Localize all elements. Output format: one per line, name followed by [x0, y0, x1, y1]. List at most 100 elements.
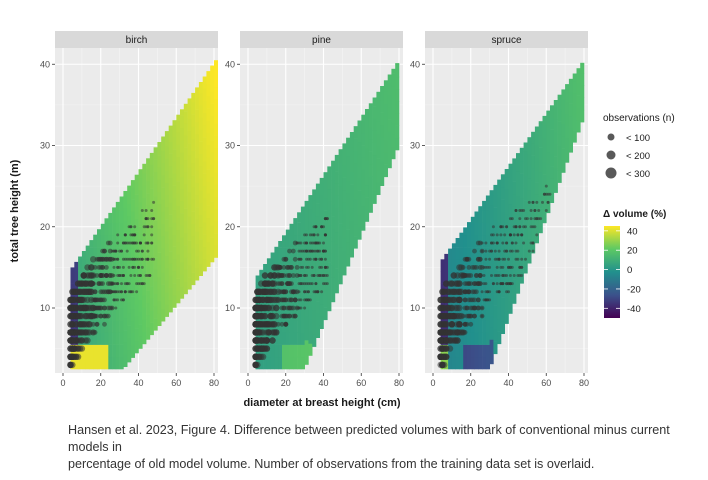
heatmap-tile — [523, 200, 528, 213]
heatmap-tile — [112, 247, 117, 260]
heatmap-tile — [180, 188, 185, 202]
heatmap-tile — [112, 207, 117, 211]
heatmap-tile — [308, 233, 313, 247]
facet-strip — [425, 31, 588, 48]
observation-point — [69, 361, 76, 369]
heatmap-tile — [161, 260, 166, 273]
observation-point — [98, 305, 104, 311]
heatmap-tile — [93, 356, 98, 370]
heatmap-tile — [123, 208, 128, 221]
x-axis-title: diameter at breast height (cm) — [243, 397, 400, 409]
heatmap-tile — [376, 133, 381, 147]
heatmap-tile — [149, 200, 154, 214]
observation-point — [73, 329, 80, 336]
heatmap-tile — [108, 344, 113, 358]
heatmap-tile — [334, 154, 339, 160]
facet-strip — [55, 31, 218, 48]
heatmap-tile — [195, 121, 200, 135]
heatmap-tile — [531, 131, 536, 144]
observation-point — [271, 321, 278, 328]
heatmap-tile — [474, 247, 479, 260]
heatmap-tile — [372, 97, 377, 107]
observation-point — [88, 280, 95, 287]
heatmap-tile — [312, 261, 317, 274]
heatmap-tile — [104, 295, 109, 309]
observation-point — [520, 257, 524, 261]
heatmap-tile — [512, 158, 517, 170]
heatmap-tile — [323, 246, 328, 260]
heatmap-tile — [278, 247, 283, 260]
heatmap-tile — [206, 71, 211, 85]
heatmap-tile — [168, 287, 173, 301]
y-axis-title: total tree height (m) — [9, 159, 21, 262]
heatmap-tile — [278, 332, 283, 345]
observation-point — [320, 225, 324, 229]
heatmap-tile — [568, 115, 573, 129]
observation-point — [482, 274, 486, 277]
heatmap-tile — [368, 176, 373, 189]
heatmap-tile — [331, 216, 336, 230]
observation-point — [123, 282, 127, 286]
heatmap-tile — [172, 136, 177, 150]
heatmap-tile — [206, 217, 211, 231]
heatmap-tile — [210, 79, 215, 92]
observation-point — [527, 249, 531, 253]
observation-point — [112, 265, 116, 269]
heatmap-tile — [172, 258, 177, 272]
heatmap-tile — [561, 135, 566, 149]
heatmap-tile — [191, 223, 196, 237]
heatmap-tile — [546, 151, 551, 165]
heatmap-tile — [346, 156, 351, 169]
observation-point — [78, 337, 86, 344]
heatmap-tile — [142, 209, 147, 223]
heatmap-tile — [115, 332, 120, 345]
observation-point — [281, 256, 287, 262]
heatmap-tile — [346, 229, 351, 243]
heatmap-tile — [478, 222, 483, 236]
heatmap-tile — [353, 187, 358, 200]
heatmap-tile — [312, 200, 317, 213]
heatmap-tile — [198, 166, 203, 179]
heatmap-tile — [319, 243, 324, 256]
heatmap-tile — [568, 78, 573, 80]
heatmap-tile — [534, 206, 539, 219]
heatmap-tile — [561, 160, 566, 173]
heatmap-tile — [210, 65, 215, 68]
heatmap-tile — [198, 251, 203, 264]
observation-point — [118, 274, 122, 277]
observation-point — [529, 217, 533, 221]
heatmap-tile — [519, 271, 524, 284]
heatmap-tile — [180, 200, 185, 214]
x-tick-label: 0 — [60, 378, 65, 388]
heatmap-tile — [531, 155, 536, 169]
heatmap-tile — [504, 299, 509, 312]
heatmap-tile — [187, 179, 192, 193]
heatmap-tile — [97, 344, 102, 358]
heatmap-tile — [482, 222, 487, 236]
heatmap-tile — [206, 108, 211, 121]
heatmap-tile — [142, 234, 147, 247]
heatmap-tile — [500, 321, 505, 334]
y-tick-label: 40 — [40, 59, 50, 69]
heatmap-tile — [508, 179, 513, 192]
y-tick-label: 20 — [410, 222, 420, 232]
heatmap-tile — [195, 231, 200, 244]
observation-point — [466, 265, 472, 270]
observation-point — [484, 241, 488, 245]
heatmap-tile — [168, 214, 173, 228]
observation-point — [475, 256, 481, 262]
heatmap-tile — [115, 259, 120, 272]
heatmap-tile — [138, 324, 143, 337]
heatmap-tile — [146, 217, 151, 230]
heatmap-tile — [538, 208, 543, 222]
heatmap-tile — [176, 278, 181, 292]
heatmap-tile — [342, 189, 347, 203]
x-tick-label: 40 — [503, 378, 513, 388]
x-tick-label: 20 — [281, 378, 291, 388]
heatmap-tile — [327, 274, 332, 287]
heatmap-tile — [531, 180, 536, 193]
heatmap-tile — [365, 160, 370, 173]
heatmap-tile — [391, 122, 396, 135]
observation-point — [497, 249, 501, 253]
heatmap-tile — [580, 85, 585, 98]
